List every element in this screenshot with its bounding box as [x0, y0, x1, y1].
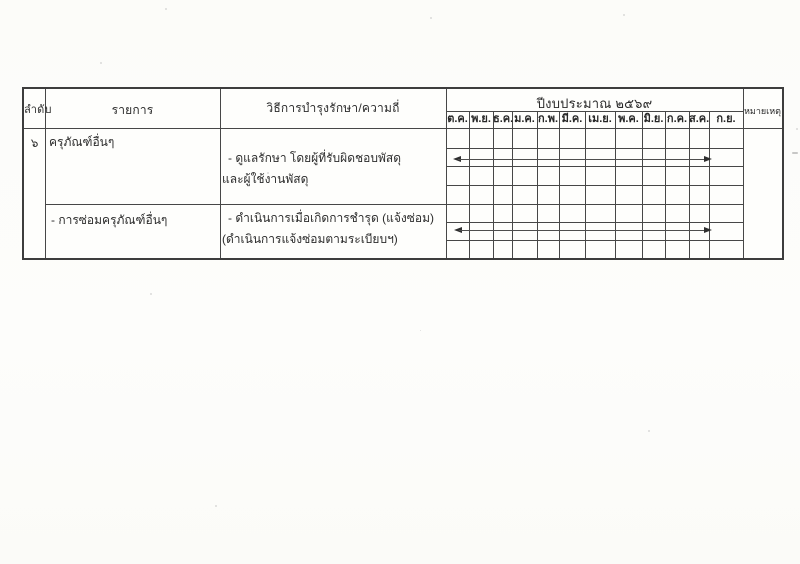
arrow-left-head	[454, 227, 462, 233]
grid-line	[45, 89, 46, 258]
scan-speck	[100, 62, 102, 64]
grid-line	[469, 111, 470, 258]
grid-line	[709, 111, 710, 258]
grid-line	[45, 204, 743, 205]
row-method-line: (ดำเนินการแจ้งซ่อมตามระเบียบฯ)	[222, 232, 398, 246]
grid-line	[512, 111, 513, 258]
month-label: พ.ค.	[618, 113, 639, 125]
month-label: มี.ค.	[561, 113, 583, 125]
grid-line	[559, 111, 560, 258]
arrow-right-head	[704, 227, 712, 233]
grid-line	[220, 89, 221, 258]
month-label: ธ.ค.	[493, 113, 514, 125]
scan-speck	[150, 293, 152, 295]
maintenance-plan-table: ลำดับ รายการ วิธีการบำรุงรักษา/ความถี่ ป…	[22, 87, 784, 260]
grid-line	[493, 111, 494, 258]
month-label: ต.ค.	[447, 113, 468, 125]
scan-speck	[420, 330, 421, 331]
month-label: ก.ย.	[716, 113, 736, 125]
grid-line	[585, 111, 586, 258]
scan-speck	[792, 152, 798, 154]
grid-line	[446, 166, 743, 167]
row-method-line: - ดำเนินการเมื่อเกิดการชำรุด (แจ้งซ่อม)	[228, 211, 434, 225]
month-label: มิ.ย.	[643, 113, 664, 125]
month-label: เม.ย.	[588, 113, 612, 125]
schedule-arrow	[453, 155, 712, 164]
schedule-arrow	[454, 226, 712, 235]
row-item: - การซ่อมครุภัณฑ์อื่นๆ	[51, 213, 168, 227]
column-header-no: ลำดับ	[24, 104, 52, 116]
grid-line	[24, 128, 782, 129]
column-header-item: รายการ	[111, 103, 154, 117]
grid-line	[743, 89, 744, 258]
grid-line	[615, 111, 616, 258]
row-item: ครุภัณฑ์อื่นๆ	[49, 135, 115, 149]
grid-line	[537, 111, 538, 258]
row-method-line: และผู้ใช้งานพัสดุ	[222, 172, 309, 186]
grid-line	[446, 111, 743, 112]
column-header-fiscal-year: ปีงบประมาณ ๒๕๖๙	[536, 96, 653, 111]
grid-line	[446, 222, 743, 223]
arrow-shaft	[459, 230, 707, 231]
grid-line	[446, 185, 743, 186]
scan-speck	[623, 14, 625, 16]
scan-speck	[796, 128, 798, 130]
row-method-line: - ดูแลรักษา โดยผู้ที่รับผิดชอบพัสดุ	[228, 151, 401, 165]
column-header-method: วิธีการบำรุงรักษา/ความถี่	[266, 101, 400, 115]
column-header-remarks: หมายเหตุ	[743, 106, 782, 116]
grid-line	[689, 111, 690, 258]
scan-speck	[648, 430, 650, 432]
scan-speck	[165, 8, 167, 10]
scan-speck	[430, 17, 432, 19]
month-label: พ.ย.	[471, 113, 491, 125]
grid-line	[642, 111, 643, 258]
grid-line	[446, 89, 447, 258]
row-number: ๖	[30, 136, 39, 150]
month-label: ก.ค.	[666, 113, 688, 125]
scan-speck	[215, 505, 217, 507]
grid-line	[446, 240, 743, 241]
month-label: ม.ค.	[514, 113, 535, 125]
grid-line	[665, 111, 666, 258]
scan-speck	[267, 172, 269, 174]
grid-line	[446, 148, 743, 149]
arrow-shaft	[458, 159, 707, 160]
month-label: ก.พ.	[537, 113, 559, 125]
arrow-right-head	[704, 156, 712, 162]
month-header-row: ต.ค. พ.ย. ธ.ค. ม.ค. ก.พ. มี.ค. เม.ย. พ.ค…	[446, 112, 743, 128]
month-label: ส.ค.	[689, 113, 710, 125]
arrow-left-head	[453, 156, 461, 162]
